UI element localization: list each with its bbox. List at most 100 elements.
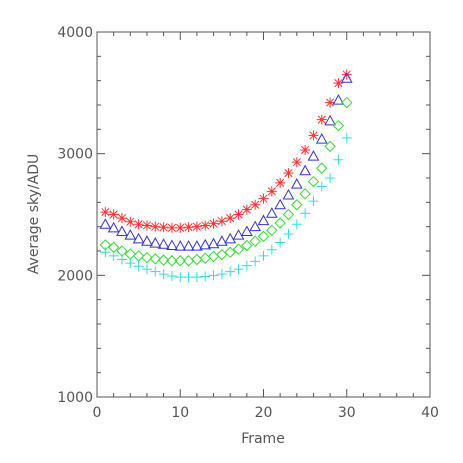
plus-point xyxy=(241,260,252,271)
triangle-point xyxy=(340,72,353,83)
triangle-point xyxy=(257,214,270,226)
diamond-point xyxy=(207,250,220,263)
plus-point xyxy=(166,270,177,281)
diamond-point xyxy=(199,252,211,265)
plot-frame xyxy=(96,31,431,398)
plus-point xyxy=(308,196,319,207)
plus-point xyxy=(125,258,136,269)
asterisk-point xyxy=(275,177,286,188)
asterisk-point xyxy=(300,145,311,156)
triangle-point xyxy=(132,232,145,244)
series-triangle xyxy=(99,72,353,251)
triangle-point xyxy=(307,150,320,161)
diamond-point xyxy=(341,96,353,109)
plus-point xyxy=(275,237,286,248)
plus-point xyxy=(100,247,111,258)
x-tick-label: 20 xyxy=(255,405,273,421)
diamond-point xyxy=(307,175,320,188)
plus-point xyxy=(116,254,127,265)
triangle-point xyxy=(157,238,170,249)
asterisk-point xyxy=(283,168,294,179)
series-diamond xyxy=(99,96,353,267)
y-axis-label: Average sky/ADU xyxy=(26,154,42,274)
triangle-point xyxy=(282,189,295,200)
triangle-point xyxy=(116,225,128,237)
diamond-point xyxy=(316,162,328,174)
triangle-point xyxy=(124,229,137,240)
triangle-point xyxy=(207,237,220,249)
asterisk-point xyxy=(225,213,236,224)
plus-point xyxy=(216,269,227,280)
plus-point xyxy=(341,132,352,143)
x-axis-label: Frame xyxy=(241,431,285,447)
asterisk-point xyxy=(125,216,136,227)
diamond-point xyxy=(299,188,311,200)
triangle-point xyxy=(315,133,328,144)
x-tick-label: 0 xyxy=(93,405,102,421)
plus-point xyxy=(316,181,327,192)
plus-point xyxy=(191,272,202,283)
diamond-point xyxy=(166,255,178,267)
asterisk-point xyxy=(258,193,269,204)
plus-point xyxy=(208,270,219,281)
asterisk-point xyxy=(191,221,202,232)
diamond-point xyxy=(282,208,295,221)
x-tick-label: 40 xyxy=(421,405,439,421)
diamond-point xyxy=(332,119,345,132)
triangle-point xyxy=(332,94,345,105)
series-plus xyxy=(100,132,352,283)
triangle-point xyxy=(99,218,112,229)
diamond-point xyxy=(257,230,270,243)
plus-point xyxy=(291,219,302,230)
plus-point xyxy=(300,208,311,219)
diamond-point xyxy=(291,199,303,211)
asterisk-point xyxy=(141,220,152,231)
series-asterisk xyxy=(100,69,352,233)
diamond-point xyxy=(149,253,161,265)
plus-point xyxy=(158,269,169,280)
asterisk-point xyxy=(175,222,186,233)
asterisk-point xyxy=(341,69,352,80)
asterisk-point xyxy=(266,186,277,197)
asterisk-point xyxy=(116,213,127,224)
triangle-point xyxy=(232,229,245,240)
asterisk-point xyxy=(241,204,252,215)
diamond-point xyxy=(132,250,145,262)
triangle-point xyxy=(290,178,303,189)
plus-point xyxy=(333,154,344,165)
triangle-point xyxy=(199,238,212,250)
diamond-point xyxy=(249,235,261,247)
asterisk-point xyxy=(200,220,211,231)
asterisk-point xyxy=(108,209,119,220)
diamond-point xyxy=(324,140,336,153)
diamond-point xyxy=(266,224,278,237)
asterisk-point xyxy=(291,157,302,168)
plus-point xyxy=(200,271,211,282)
y-tick-label: 2000 xyxy=(57,268,93,284)
diamond-point xyxy=(141,251,153,264)
asterisk-point xyxy=(333,78,344,89)
tick-labels: 0 10 20 30 40 1000 2000 3000 4000 xyxy=(57,25,439,421)
asterisk-point xyxy=(325,97,336,108)
triangle-point xyxy=(241,225,253,237)
triangle-point xyxy=(107,221,120,233)
diamond-point xyxy=(216,248,228,261)
triangle-point xyxy=(174,240,187,251)
asterisk-point xyxy=(316,114,327,125)
y-tick-label: 3000 xyxy=(57,147,93,163)
axis-ticks xyxy=(96,31,431,398)
diamond-point xyxy=(241,239,253,252)
plus-point xyxy=(150,266,161,277)
triangle-point xyxy=(324,114,336,126)
plus-point xyxy=(133,261,144,272)
triangle-point xyxy=(265,207,278,218)
diamond-point xyxy=(191,253,203,266)
plus-point xyxy=(325,173,336,183)
diamond-point xyxy=(274,217,286,229)
diamond-point xyxy=(224,246,236,258)
asterisk-point xyxy=(250,199,261,210)
triangle-point xyxy=(182,240,195,251)
diamond-point xyxy=(232,243,245,255)
asterisk-point xyxy=(208,218,219,229)
